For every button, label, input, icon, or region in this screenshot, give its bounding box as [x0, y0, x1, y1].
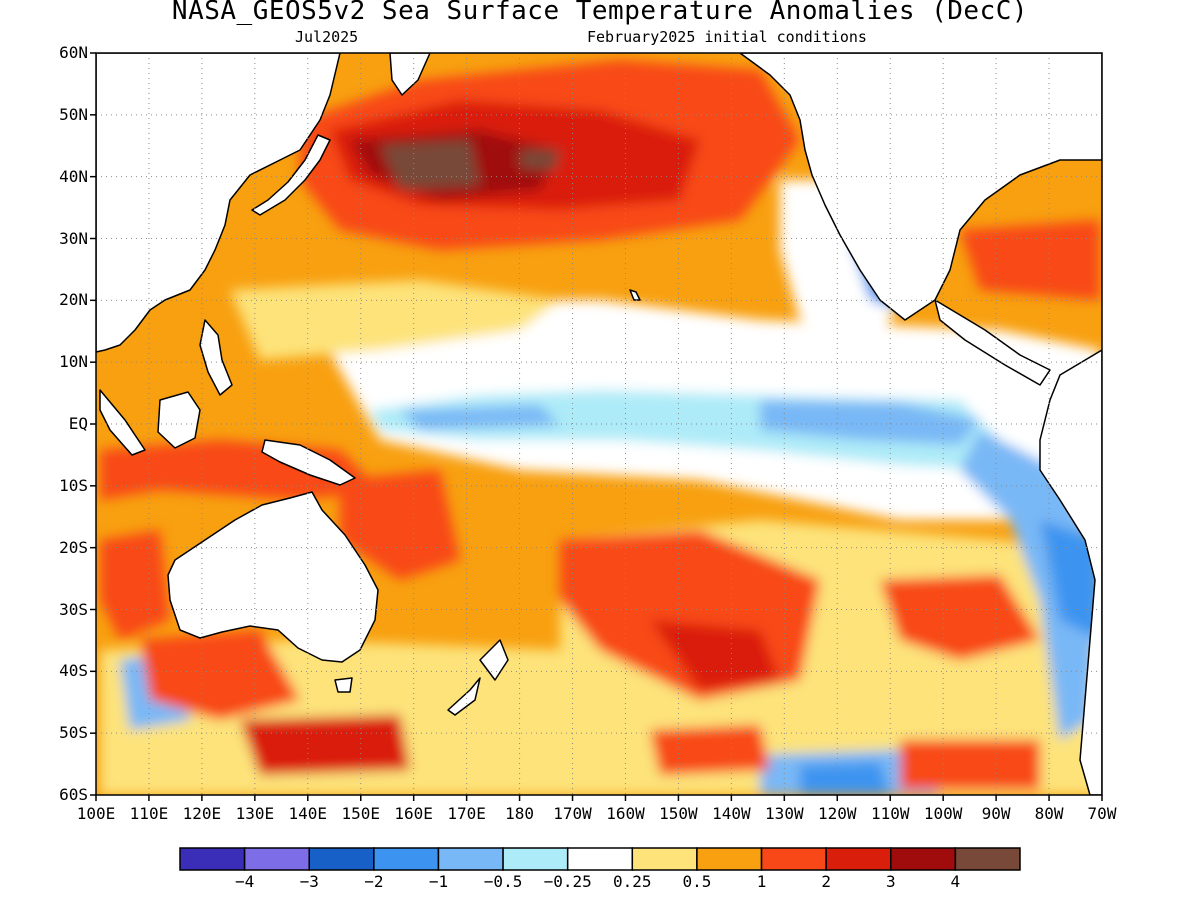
lat-label-50n: 50N — [59, 104, 88, 124]
colorbar-tick-label: −4 — [234, 872, 255, 891]
colorbar-swatch — [243, 847, 310, 871]
colorbar-tick-label: −0.25 — [543, 872, 592, 891]
lon-label-140w: 140W — [712, 804, 751, 823]
colorbar-tick-label: 4 — [950, 872, 961, 891]
lat-label-20s: 20S — [59, 537, 88, 557]
lon-label-140e: 140E — [288, 804, 328, 823]
colorbar-swatch — [825, 847, 892, 871]
lat-label-20n: 20N — [59, 290, 88, 310]
colorbar-swatch — [954, 847, 1021, 871]
map-title: NASA_GEOS5v2 Sea Surface Temperature Ano… — [171, 0, 1029, 26]
colorbar — [179, 847, 1021, 871]
colorbar-tick-label: −0.5 — [483, 872, 523, 891]
colorbar-tick-label: 1 — [756, 872, 767, 891]
colorbar-swatch — [179, 847, 246, 871]
lat-label-60s: 60S — [59, 785, 88, 804]
colorbar-tick-label: −2 — [364, 872, 384, 891]
colorbar-swatch — [566, 847, 634, 871]
lat-label-eq: EQ — [68, 414, 88, 433]
lon-label-150e: 150E — [341, 804, 380, 823]
lat-lon-grid — [96, 53, 1102, 795]
colorbar-swatch — [308, 847, 375, 871]
colorbar-tick-label: 3 — [885, 872, 896, 891]
lat-label-40n: 40N — [59, 166, 88, 186]
colorbar-swatch — [631, 847, 698, 871]
lon-label-120e: 120E — [182, 804, 222, 823]
colorbar-tick-label: −3 — [299, 872, 319, 891]
land-outlines — [96, 53, 1102, 795]
axis-ticks — [90, 52, 1103, 801]
lon-label-70w: 70W — [1087, 804, 1117, 823]
lat-label-30s: 30S — [59, 599, 88, 619]
lon-label-180: 180 — [505, 804, 535, 823]
lon-label-170e: 170E — [447, 804, 486, 823]
lon-label-130e: 130E — [235, 804, 275, 823]
colorbar-swatch — [890, 847, 957, 871]
initial-conditions-label: February2025 initial conditions — [587, 28, 867, 46]
lon-label-110e: 110E — [129, 804, 169, 823]
lat-label-10n: 10N — [59, 352, 88, 372]
lon-label-80w: 80W — [1034, 804, 1064, 823]
lon-label-160w: 160W — [606, 804, 645, 823]
colorbar-tick-label: 0.25 — [613, 872, 652, 891]
lon-label-170w: 170W — [553, 804, 592, 823]
forecast-month-label: Jul2025 — [295, 28, 359, 46]
colorbar-tick-label: 0.5 — [682, 872, 712, 891]
anomaly-field — [96, 53, 1102, 795]
lat-label-40s: 40S — [59, 661, 88, 681]
colorbar-tick-label: 2 — [821, 872, 831, 891]
lon-label-150w: 150W — [659, 804, 698, 823]
lat-label-30n: 30N — [59, 228, 88, 248]
lon-label-100w: 100W — [923, 804, 963, 823]
colorbar-swatch — [373, 847, 440, 871]
lat-label-50s: 50S — [59, 723, 88, 743]
lon-label-130w: 130W — [765, 804, 804, 823]
lat-label-10s: 10S — [59, 475, 88, 495]
lon-label-120w: 120W — [817, 804, 857, 823]
colorbar-tick-label: −1 — [428, 872, 449, 891]
lon-label-90w: 90W — [981, 804, 1011, 823]
lon-label-160e: 160E — [394, 804, 433, 823]
colorbar-swatch — [502, 847, 569, 871]
lon-label-110w: 110W — [870, 804, 910, 823]
lat-label-60n: 60N — [59, 43, 88, 62]
lon-label-100e: 100E — [76, 804, 116, 823]
colorbar-swatch — [696, 847, 763, 871]
colorbar-swatch — [760, 847, 827, 871]
colorbar-swatch — [437, 847, 504, 871]
